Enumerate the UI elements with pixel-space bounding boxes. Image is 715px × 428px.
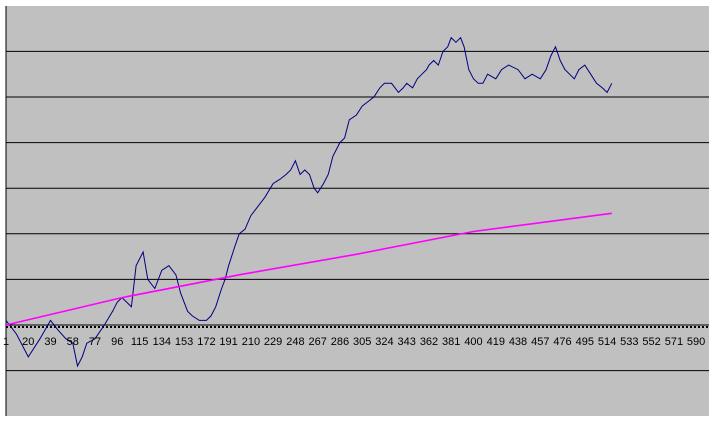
x-tick-label: 191 [219, 336, 237, 348]
x-tick-label: 552 [642, 336, 660, 348]
x-axis-baseline [6, 324, 709, 328]
x-tick-label: 267 [309, 336, 327, 348]
series-lines [5, 36, 613, 368]
x-tick-label: 571 [665, 336, 683, 348]
x-tick-label: 134 [153, 336, 171, 348]
series-line-trend [5, 212, 612, 326]
x-tick-label: 286 [331, 336, 349, 348]
x-tick-label: 324 [375, 336, 393, 348]
x-tick-label: 96 [111, 336, 123, 348]
x-tick-label: 381 [442, 336, 460, 348]
x-tick-label: 514 [598, 336, 616, 348]
x-tick-label: 229 [264, 336, 282, 348]
x-tick-labels: 1 20 39 58 77 96 115 134 153 172 191 210 229 248 267 28… [3, 336, 705, 348]
x-tick-label: 400 [464, 336, 482, 348]
x-tick-label: 115 [131, 336, 149, 348]
x-tick-label: 1 [3, 336, 9, 348]
x-tick-label: 419 [487, 336, 505, 348]
x-tick-label: 362 [420, 336, 438, 348]
x-tick-label: 20 [22, 336, 34, 348]
x-tick-label: 210 [242, 336, 260, 348]
x-tick-label: 248 [286, 336, 304, 348]
x-tick-label: 39 [44, 336, 56, 348]
x-tick-label: 58 [67, 336, 79, 348]
x-tick-label: 172 [197, 336, 215, 348]
x-tick-label: 590 [687, 336, 705, 348]
x-tick-label: 438 [509, 336, 527, 348]
series-line-primary [5, 36, 613, 368]
plot-area [6, 6, 709, 416]
x-tick-label: 305 [353, 336, 371, 348]
x-tick-label: 343 [398, 336, 416, 348]
x-tick-label: 476 [553, 336, 571, 348]
grid-lines [6, 50, 709, 372]
x-tick-label: 495 [576, 336, 594, 348]
x-tick-label: 533 [620, 336, 638, 348]
x-tick-label: 457 [531, 336, 549, 348]
x-tick-label: 153 [175, 336, 193, 348]
x-tick-label: 77 [89, 336, 101, 348]
